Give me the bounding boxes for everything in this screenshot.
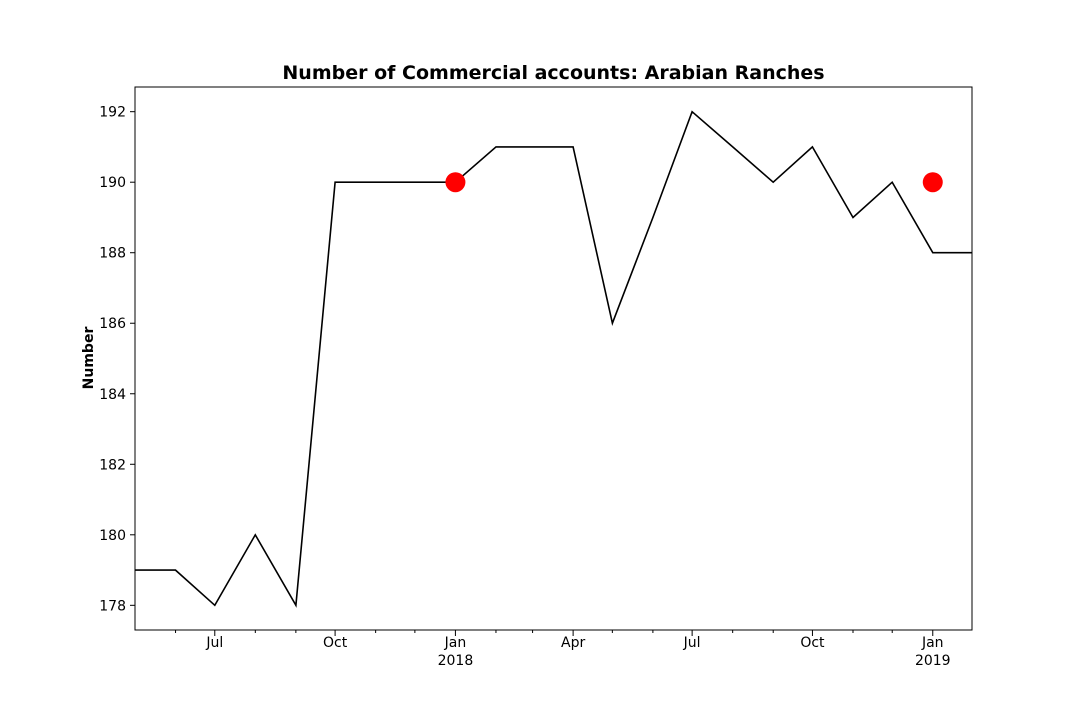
y-tick-label: 184 — [99, 387, 126, 403]
x-axis-ticks: Jul Oct Jan 2018 Apr Jul Oct Jan 2019 — [175, 630, 951, 669]
x-tick-label: Jul — [683, 635, 701, 651]
x-tick-label: Jul — [205, 635, 223, 651]
y-tick-label: 188 — [99, 246, 126, 262]
x-tick-label: Oct — [800, 635, 825, 651]
highlight-marker — [445, 172, 466, 193]
y-tick-label: 186 — [99, 316, 126, 332]
x-tick-label: Jan — [921, 635, 944, 651]
y-tick-label: 192 — [99, 105, 126, 121]
x-tick-year-label: 2018 — [438, 653, 474, 669]
y-tick-label: 190 — [99, 175, 126, 191]
x-tick-label: Oct — [323, 635, 348, 651]
x-tick-year-label: 2019 — [915, 653, 951, 669]
y-axis-ticks: 178 180 182 184 186 188 190 192 — [99, 105, 135, 614]
chart-title: Number of Commercial accounts: Arabian R… — [282, 62, 824, 84]
y-axis-label: Number — [81, 327, 97, 390]
highlight-marker — [922, 172, 943, 193]
y-tick-label: 182 — [99, 457, 126, 473]
y-tick-label: 178 — [99, 598, 126, 614]
x-tick-label: Jan — [444, 635, 467, 651]
plot-area — [135, 110, 972, 608]
x-tick-label: Apr — [561, 635, 585, 651]
y-tick-label: 180 — [99, 528, 126, 544]
series-line — [135, 110, 972, 608]
axes-frame — [134, 86, 973, 631]
